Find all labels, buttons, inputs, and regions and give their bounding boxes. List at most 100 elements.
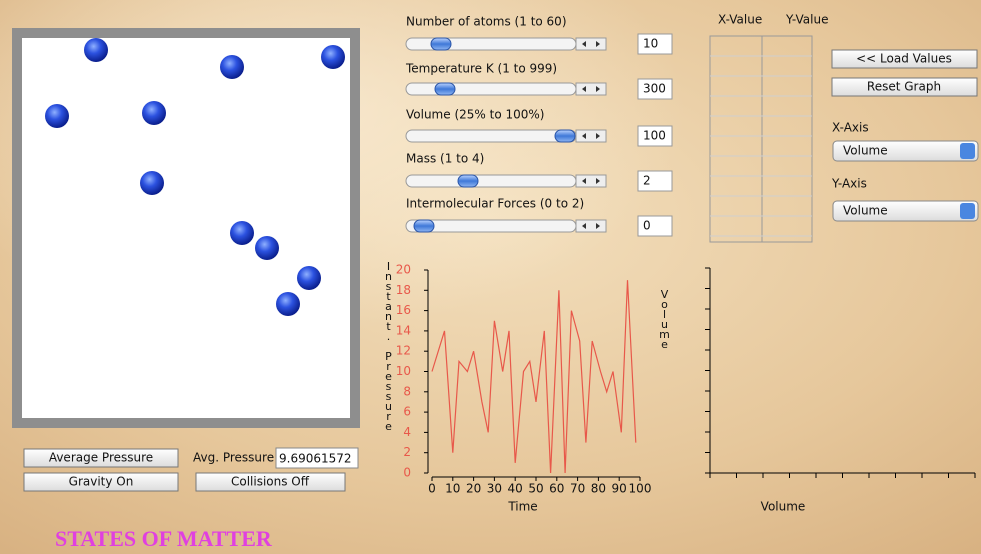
slider-label: Intermolecular Forces (0 to 2) [406,197,584,211]
x-axis-select[interactable]: Volume [832,140,979,162]
atom [276,292,300,316]
slider-value-field[interactable] [637,215,673,237]
x-tick-label: 90 [612,482,627,496]
slider-thumb[interactable] [413,219,435,233]
button-label: Gravity On [69,475,134,489]
x-tick-label: 40 [508,482,523,496]
slider-value-field[interactable] [637,170,673,192]
slider-track[interactable] [405,129,577,143]
y2-axis-title: Volume [658,288,671,348]
slider-arrows[interactable] [575,219,607,233]
atom [142,101,166,125]
slider-thumb[interactable] [430,37,452,51]
avg-pressure-field[interactable] [275,447,359,469]
y-axis-select[interactable]: Volume [832,200,979,222]
y-tick-label: 10 [396,364,411,378]
select-frame [832,140,979,162]
select-arrow [960,203,975,219]
button-frame [23,448,179,468]
x-tick-label: 70 [570,482,585,496]
table-header: X-Value [718,13,762,27]
table-header: Y-Value [785,13,829,27]
table-rows [710,55,812,237]
atom [45,104,69,128]
y-tick-label: 4 [403,425,411,439]
slider-thumb[interactable] [434,82,456,96]
x-axis-title: Volume [761,500,806,514]
slider-value: 300 [643,82,666,96]
avg-pressure-value: 9.69061572 [279,452,352,466]
atom [321,45,345,69]
atom [297,266,321,290]
y-tick-label: 20 [396,263,411,277]
select-frame [832,200,979,222]
pressure-chart: Instant. Pressure Volume Time 0 2 4 6 8 10 12 1… [382,260,671,514]
y-tick-label: 14 [396,323,411,337]
slider-thumb[interactable] [554,129,576,143]
atom [220,55,244,79]
slider-arrow [582,41,600,47]
slider-value: 2 [643,174,651,188]
y-tick-label: 2 [403,445,411,459]
select-value: Volume [843,204,888,218]
load-values-button[interactable]: << Load Values [831,49,978,69]
button-label: Collisions Off [231,475,310,489]
y-tick-label: 12 [396,344,411,358]
x-tick-label: 0 [428,482,436,496]
slider-value-field[interactable] [637,33,673,55]
y-axis-title: Instant. Pressure [382,260,395,430]
slider-arrow [582,133,600,139]
axis-ticks [705,267,976,478]
y-tick-label: 6 [403,405,411,419]
slider-arrows[interactable] [575,174,607,188]
y-tick-label: 8 [403,384,411,398]
slider-label: Number of atoms (1 to 60) [406,15,567,29]
atom [255,236,279,260]
slider-arrow [582,223,600,229]
data-table [709,35,813,243]
slider-label: Mass (1 to 4) [406,152,484,166]
x-tick-label: 50 [528,482,543,496]
slider-arrows[interactable] [575,82,607,96]
y-axis-label: Y-Axis [831,177,867,191]
slider-thumb[interactable] [457,174,479,188]
reset-graph-button[interactable]: Reset Graph [831,77,978,97]
slider-arrow [582,86,600,92]
atom [230,221,254,245]
atoms [45,38,345,316]
x-tick-label: 20 [466,482,481,496]
button-frame [23,472,179,492]
select-value: Volume [843,144,888,158]
button-frame [831,49,978,69]
y-tick-label: 0 [403,466,411,480]
slider-value: 100 [643,129,666,143]
slider-track[interactable] [405,174,577,188]
button-label: Reset Graph [867,80,941,94]
button-label: Average Pressure [49,451,153,465]
slider-value: 0 [643,219,651,233]
button-frame [831,77,978,97]
avg-pressure-clip: Avg. Pressure [193,451,274,465]
select-arrow [960,143,975,159]
x-tick-label: 100 [629,482,652,496]
slider-track[interactable] [405,82,577,96]
y-tick-label: 18 [396,283,411,297]
x-tick-label: 60 [549,482,564,496]
slider-value: 10 [643,37,658,51]
user-chart: Volume [705,267,976,514]
slider-arrows[interactable] [575,129,607,143]
button-label: << Load Values [856,52,952,66]
atom [84,38,108,62]
collisions-button[interactable]: Collisions Off [195,472,346,492]
slider-value-field[interactable] [637,125,673,147]
x-axis-title: Time [507,500,537,514]
slider-value-field[interactable] [637,78,673,100]
slider-label: Temperature K (1 to 999) [405,62,557,76]
average-pressure-button[interactable]: Average Pressure [23,448,179,468]
gravity-button[interactable]: Gravity On [23,472,179,492]
atom [140,171,164,195]
simulation-box [12,28,360,428]
button-frame [195,472,346,492]
slider-arrows[interactable] [575,37,607,51]
